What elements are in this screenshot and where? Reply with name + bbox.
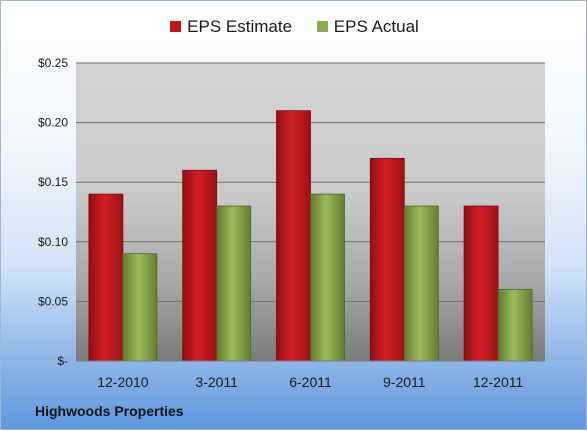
bar-eps-estimate [182, 169, 218, 362]
y-tick-label: $0.15 [38, 175, 68, 189]
bar-eps-estimate [276, 110, 311, 362]
legend-label-actual: EPS Actual [333, 17, 419, 36]
legend-swatch-estimate [170, 21, 182, 32]
bar-eps-actual [497, 289, 533, 362]
x-tick-label: 3-2011 [195, 374, 238, 390]
bar-eps-actual [403, 205, 439, 362]
bar-eps-actual [122, 253, 158, 362]
y-tick-label: $0.10 [38, 235, 68, 249]
bar-eps-estimate [369, 157, 405, 362]
company-name: Highwoods Properties [35, 403, 184, 419]
legend-swatch-actual [316, 21, 328, 32]
y-tick-label: $- [57, 354, 68, 368]
y-tick-labels: $- $0.05 $0.10 $0.15 $0.20 $0.25 [38, 56, 68, 368]
legend-item-estimate: EPS Estimate [170, 17, 292, 37]
bar-eps-actual [310, 193, 345, 362]
y-tick-label: $0.05 [38, 294, 68, 308]
bar-eps-estimate [88, 193, 124, 362]
chart-legend: EPS Estimate EPS Actual [1, 17, 587, 37]
legend-label-estimate: EPS Estimate [187, 17, 293, 36]
legend-item-actual: EPS Actual [316, 17, 419, 37]
y-tick-label: $0.20 [38, 116, 68, 130]
y-tick-label: $0.25 [38, 56, 68, 70]
x-tick-label: 12-2011 [473, 374, 524, 390]
bar-eps-estimate [463, 205, 499, 362]
x-tick-labels: 12-2010 3-2011 6-2011 9-2011 12-2011 [97, 374, 523, 390]
x-tick-label: 12-2010 [97, 374, 149, 390]
bars [88, 110, 533, 362]
bar-eps-actual [216, 205, 252, 362]
x-tick-label: 6-2011 [289, 374, 332, 390]
x-tick-label: 9-2011 [383, 374, 426, 390]
